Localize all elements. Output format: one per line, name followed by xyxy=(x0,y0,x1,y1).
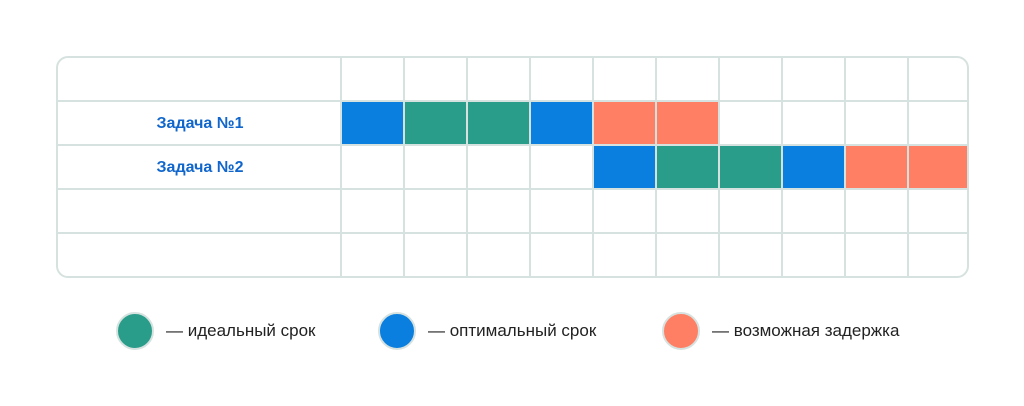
timeline-bar-delay xyxy=(594,102,657,146)
timeline-cell xyxy=(594,58,657,102)
timeline-bar-ideal xyxy=(720,146,783,190)
legend-swatch-optimal xyxy=(378,312,416,350)
timeline-cell xyxy=(531,146,594,190)
timeline-cell xyxy=(657,234,720,276)
timeline-cell xyxy=(720,234,783,276)
timeline-cell xyxy=(468,234,531,276)
timeline-cell xyxy=(909,234,967,276)
timeline-cell xyxy=(783,234,846,276)
legend-item-delay: — возможная задержка xyxy=(662,310,899,352)
timeline-cell xyxy=(594,234,657,276)
timeline-cell xyxy=(405,146,468,190)
task-label: Задача №1 xyxy=(156,115,244,132)
timeline-cell xyxy=(468,146,531,190)
timeline-cell xyxy=(720,190,783,234)
legend-label-ideal: — идеальный срок xyxy=(166,321,316,340)
timeline-cell xyxy=(783,190,846,234)
timeline-bar-ideal xyxy=(657,146,720,190)
timeline-cell xyxy=(468,58,531,102)
timeline-cell xyxy=(342,190,405,234)
timeline-cell xyxy=(531,58,594,102)
timeline-bar-ideal xyxy=(468,102,531,146)
timeline-bar-delay xyxy=(846,146,909,190)
timeline-bar-optimal xyxy=(783,146,846,190)
task-label-cell xyxy=(58,58,342,102)
timeline-cell xyxy=(531,190,594,234)
timeline-cell xyxy=(783,102,846,146)
legend-label-delay: — возможная задержка xyxy=(712,321,900,340)
timeline-cell xyxy=(909,58,967,102)
task-label-cell xyxy=(58,234,342,276)
task-label-cell xyxy=(58,146,342,190)
timeline-cell xyxy=(594,190,657,234)
timeline-cell xyxy=(909,190,967,234)
legend-label-optimal: — оптимальный срок xyxy=(428,321,597,340)
legend-swatch-delay xyxy=(662,312,700,350)
task-label-cell xyxy=(58,190,342,234)
timeline-cell xyxy=(342,146,405,190)
timeline-bar-optimal xyxy=(342,102,405,146)
timeline-cell xyxy=(846,58,909,102)
timeline-cell xyxy=(342,234,405,276)
timeline-cell xyxy=(657,190,720,234)
timeline-bar-delay xyxy=(657,102,720,146)
timeline-cell xyxy=(720,102,783,146)
timeline-cell xyxy=(405,234,468,276)
task-label: Задача №2 xyxy=(156,159,244,176)
timeline-cell xyxy=(846,234,909,276)
legend: — идеальный срок — оптимальный срок — во… xyxy=(0,310,1024,352)
timeline-cell xyxy=(405,190,468,234)
timeline-cell xyxy=(657,58,720,102)
timeline-cell xyxy=(909,102,967,146)
timeline-cell xyxy=(720,58,783,102)
timeline-bar-optimal xyxy=(594,146,657,190)
legend-swatch-ideal xyxy=(116,312,154,350)
timeline-cell xyxy=(531,234,594,276)
timeline-cell xyxy=(468,190,531,234)
legend-item-ideal: — идеальный срок xyxy=(116,310,316,352)
timeline-bar-delay xyxy=(909,146,967,190)
gantt-chart: Задача №1 Задача №2 xyxy=(56,56,969,278)
timeline-cell xyxy=(783,58,846,102)
timeline-bar-ideal xyxy=(405,102,468,146)
timeline-cell xyxy=(846,190,909,234)
timeline-cell xyxy=(846,102,909,146)
timeline-bar-optimal xyxy=(531,102,594,146)
timeline-cell xyxy=(405,58,468,102)
timeline-cell xyxy=(342,58,405,102)
task-label-cell xyxy=(58,102,342,146)
legend-item-optimal: — оптимальный срок xyxy=(378,310,596,352)
